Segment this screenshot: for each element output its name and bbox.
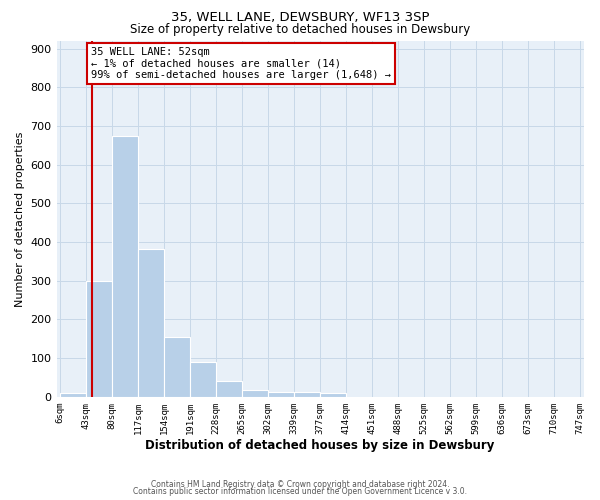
Bar — [60, 393, 86, 397]
Bar — [86, 281, 112, 397]
Bar — [268, 392, 294, 397]
Text: 35, WELL LANE, DEWSBURY, WF13 3SP: 35, WELL LANE, DEWSBURY, WF13 3SP — [171, 11, 429, 24]
Bar — [216, 382, 242, 397]
Bar — [164, 337, 190, 397]
Bar — [294, 392, 320, 397]
Bar — [190, 362, 216, 397]
Bar — [112, 136, 138, 397]
Text: Contains HM Land Registry data © Crown copyright and database right 2024.: Contains HM Land Registry data © Crown c… — [151, 480, 449, 489]
X-axis label: Distribution of detached houses by size in Dewsbury: Distribution of detached houses by size … — [145, 440, 495, 452]
Bar — [320, 393, 346, 397]
Text: 35 WELL LANE: 52sqm
← 1% of detached houses are smaller (14)
99% of semi-detache: 35 WELL LANE: 52sqm ← 1% of detached hou… — [91, 47, 391, 80]
Y-axis label: Number of detached properties: Number of detached properties — [15, 131, 25, 306]
Text: Contains public sector information licensed under the Open Government Licence v : Contains public sector information licen… — [133, 487, 467, 496]
Bar — [138, 248, 164, 397]
Text: Size of property relative to detached houses in Dewsbury: Size of property relative to detached ho… — [130, 22, 470, 36]
Bar — [242, 390, 268, 397]
